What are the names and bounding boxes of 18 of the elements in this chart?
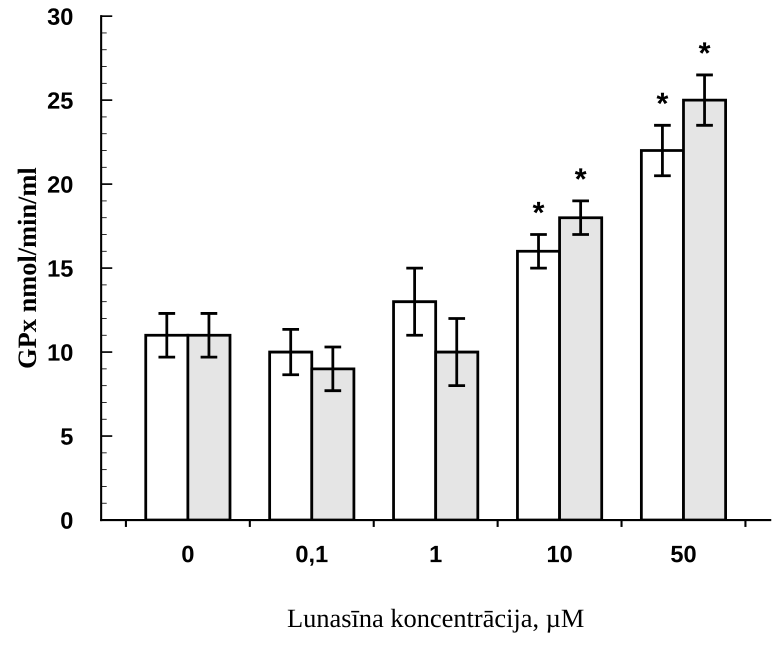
- y-tick-label: 15: [48, 260, 73, 277]
- y-tick-label: 20: [48, 176, 72, 193]
- x-axis-title: Lunasīna koncentrācija, µM: [288, 608, 584, 633]
- data-label: *: [574, 168, 587, 180]
- y-tick-label: 10: [48, 344, 72, 361]
- x-tick-label: 1: [430, 546, 442, 562]
- y-tick-label: 30: [48, 8, 72, 25]
- y-tick-label: 0: [61, 512, 72, 529]
- y-tick-label: 5: [60, 428, 73, 445]
- x-tick-label: 0: [182, 546, 194, 562]
- data-label: *: [698, 42, 710, 54]
- data-label: *: [656, 92, 668, 104]
- y-axis-title: GPx nmol/min/ml: [18, 168, 36, 368]
- data-label: *: [532, 202, 544, 214]
- x-tick-label: 0,1: [296, 546, 328, 566]
- y-tick-label: 25: [48, 92, 73, 109]
- x-tick-label: 10: [548, 546, 572, 562]
- x-tick-label: 50: [671, 546, 696, 562]
